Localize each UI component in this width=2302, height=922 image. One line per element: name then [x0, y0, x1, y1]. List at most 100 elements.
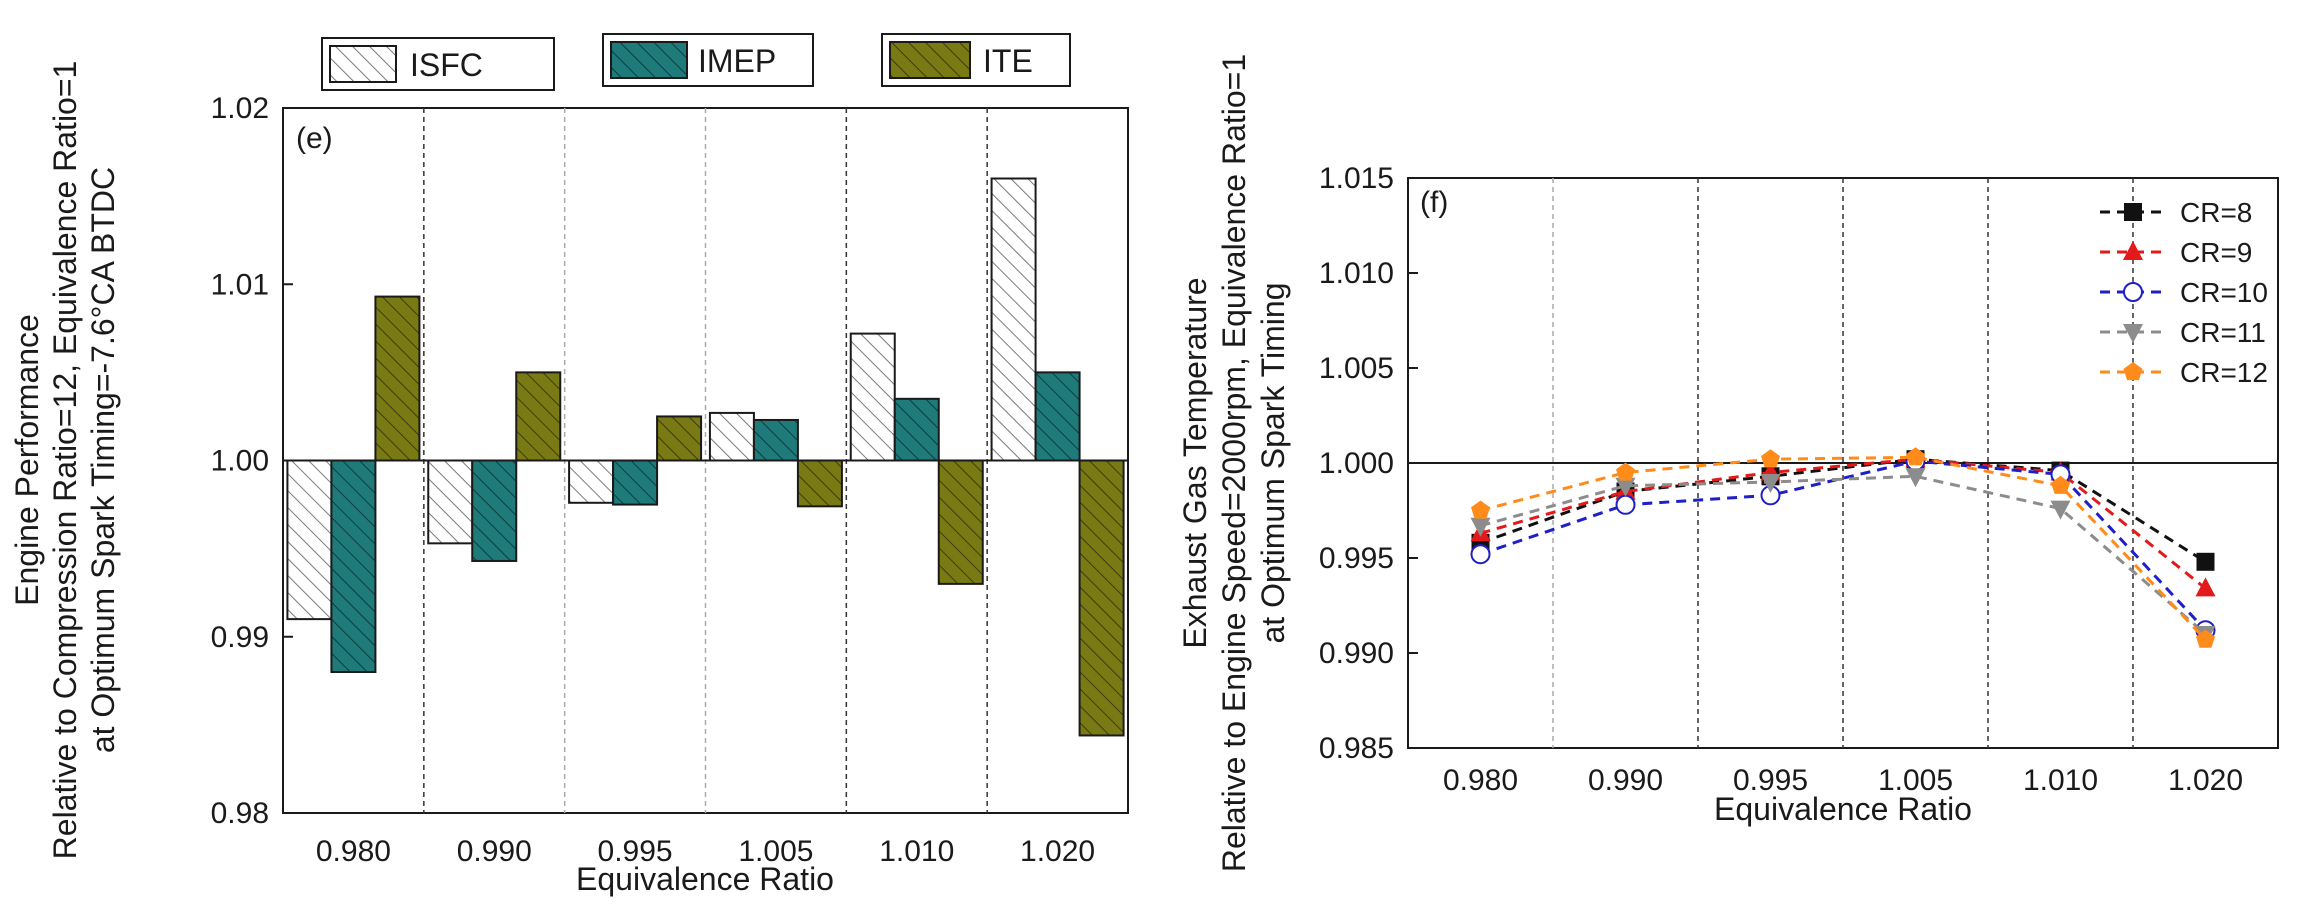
bar-imep-1.010	[893, 397, 940, 462]
series-line-cr-10	[1480, 459, 2207, 632]
y-axis-title-f-line-3: at Optimum Spark Timing	[1255, 283, 1291, 644]
y-tick-label-e-1: 0.99	[211, 621, 269, 654]
y-axis-title-f: Exhaust Gas Temperature Relative to Engi…	[1177, 54, 1291, 872]
y-tick-label-e-0: 0.98	[211, 797, 269, 830]
chart-f: 0.985 0.990 0.995 1.000 1.005 1.010 1.015 0.98…	[1177, 54, 2279, 872]
y-tick-label-f-5: 1.010	[1319, 257, 1394, 290]
bar-isfc-0.980	[286, 459, 333, 621]
y-tick-label-f-1: 0.990	[1319, 637, 1394, 670]
point-cr-8-1.020	[2196, 552, 2215, 571]
bar-isfc-0.995	[568, 459, 615, 504]
x-axis-f: 0.980 0.990 0.995 1.005 1.010 1.020	[1443, 764, 2243, 797]
legend-imep-swatch	[610, 41, 688, 79]
series-line-cr-11	[1480, 474, 2207, 636]
y-tick-label-f-3: 1.000	[1319, 447, 1394, 480]
legend-label-cr-9: CR=9	[2180, 237, 2252, 268]
legend-marker-cr-10	[2123, 282, 2143, 302]
bar-isfc-0.990	[427, 459, 474, 545]
y-tick-label-e-4: 1.02	[211, 92, 269, 125]
y-axis-title-f-line-1: Exhaust Gas Temperature	[1177, 277, 1213, 648]
bar-ite-0.990	[515, 371, 562, 462]
bar-imep-0.980	[330, 459, 377, 673]
x-tick-label-f-3: 1.005	[1878, 764, 1953, 797]
legend-isfc-frame	[321, 37, 555, 91]
legend-ite-frame	[881, 33, 1071, 87]
x-tick-label-f-0: 0.980	[1443, 764, 1518, 797]
bar-imep-0.990	[471, 459, 518, 562]
series-lines-f	[1470, 447, 2216, 648]
legend-e: ISFC IMEP ITE	[321, 33, 1071, 91]
y-tick-label-e-3: 1.01	[211, 268, 269, 301]
panel-label-e: (e)	[296, 122, 333, 155]
legend-label-cr-12: CR=12	[2180, 357, 2268, 388]
y-axis-f: 0.985 0.990 0.995 1.000 1.005 1.010 1.015	[1319, 162, 1418, 765]
bar-isfc-1.010	[849, 332, 896, 462]
y-axis-title-e: Engine Performance Relative to Compressi…	[9, 61, 121, 860]
x-tick-label-e-3: 1.005	[738, 835, 813, 868]
point-cr-11-1.010	[2050, 500, 2071, 520]
x-tick-label-f-1: 0.990	[1588, 764, 1663, 797]
point-cr-12-0.980	[1471, 500, 1490, 519]
legend-isfc-label: ISFC	[410, 47, 483, 83]
legend-marker-cr-8	[2124, 203, 2142, 221]
x-tick-label-e-2: 0.995	[598, 835, 673, 868]
point-cr-11-1.005	[1905, 468, 1926, 488]
legend-marker-cr-11	[2123, 324, 2143, 343]
point-cr-12-1.020	[2196, 629, 2215, 648]
point-cr-11-0.980	[1470, 517, 1491, 537]
y-tick-label-f-4: 1.005	[1319, 352, 1394, 385]
y-axis-title-e-line-3: at Optimum Spark Timing=-7.6°CA BTDC	[85, 167, 121, 753]
bar-imep-1.005	[752, 418, 799, 462]
x-tick-label-e-5: 1.020	[1020, 835, 1095, 868]
legend-ite-swatch	[889, 41, 971, 79]
y-axis-title-f-line-2: Relative to Engine Speed=2000rpm, Equiva…	[1216, 54, 1252, 872]
bar-ite-0.995	[656, 415, 703, 462]
point-cr-11-0.990	[1615, 477, 1636, 497]
bar-imep-1.020	[1034, 371, 1081, 462]
bar-imep-0.995	[612, 459, 659, 506]
point-cr-12-1.005	[1906, 447, 1925, 466]
series-line-cr-9	[1480, 457, 2207, 590]
point-cr-10-0.980	[1470, 544, 1491, 565]
y-tick-label-e-2: 1.00	[211, 445, 269, 478]
bar-ite-1.020	[1078, 459, 1125, 737]
y-axis-e: 0.98 0.99 1.00 1.01 1.02	[211, 92, 293, 830]
legend-isfc-swatch	[329, 45, 397, 83]
bars-e	[286, 177, 1125, 737]
legend-ite-label: ITE	[983, 43, 1033, 79]
legend-label-cr-8: CR=8	[2180, 197, 2252, 228]
x-axis-title-e: Equivalence Ratio	[576, 861, 834, 897]
y-tick-label-f-6: 1.015	[1319, 162, 1394, 195]
y-tick-label-f-0: 0.985	[1319, 732, 1394, 765]
x-tick-label-e-0: 0.980	[316, 835, 391, 868]
x-tick-label-f-5: 1.020	[2168, 764, 2243, 797]
x-tick-label-f-2: 0.995	[1733, 764, 1808, 797]
point-cr-12-0.990	[1616, 462, 1635, 481]
category-dividers-f	[1552, 178, 2134, 748]
x-axis-e: 0.980 0.990 0.995 1.005 1.010 1.020	[316, 835, 1095, 868]
point-cr-12-0.995	[1761, 449, 1780, 468]
panel-label-f: (f)	[1420, 186, 1448, 219]
legend-imep-frame	[602, 33, 814, 87]
point-cr-12-1.010	[2051, 475, 2070, 494]
bar-ite-1.010	[937, 459, 984, 585]
y-axis-title-e-line-2: Relative to Compression Ratio=12, Equiva…	[47, 61, 83, 860]
point-cr-10-0.990	[1615, 494, 1636, 515]
chart-e: ISFC IMEP ITE 0.98 0.99 1.00 1.01 1.02 0.980…	[9, 33, 1129, 897]
bar-ite-0.980	[374, 295, 421, 462]
x-tick-label-e-1: 0.990	[457, 835, 532, 868]
legend-label-cr-10: CR=10	[2180, 277, 2268, 308]
legend-marker-cr-12	[2123, 362, 2143, 381]
legend-label-cr-11: CR=11	[2180, 317, 2266, 348]
legend-imep-label: IMEP	[698, 43, 776, 79]
bar-isfc-1.005	[708, 411, 755, 462]
point-cr-9-1.020	[2195, 577, 2216, 597]
series-line-cr-12	[1480, 455, 2207, 641]
y-tick-label-f-2: 0.995	[1319, 542, 1394, 575]
bar-isfc-1.020	[990, 177, 1037, 462]
legend-marker-cr-9	[2123, 241, 2143, 260]
x-axis-title-f: Equivalence Ratio	[1714, 791, 1972, 827]
y-axis-title-e-line-1: Engine Performance	[9, 314, 45, 606]
series-line-cr-8	[1479, 457, 2207, 564]
